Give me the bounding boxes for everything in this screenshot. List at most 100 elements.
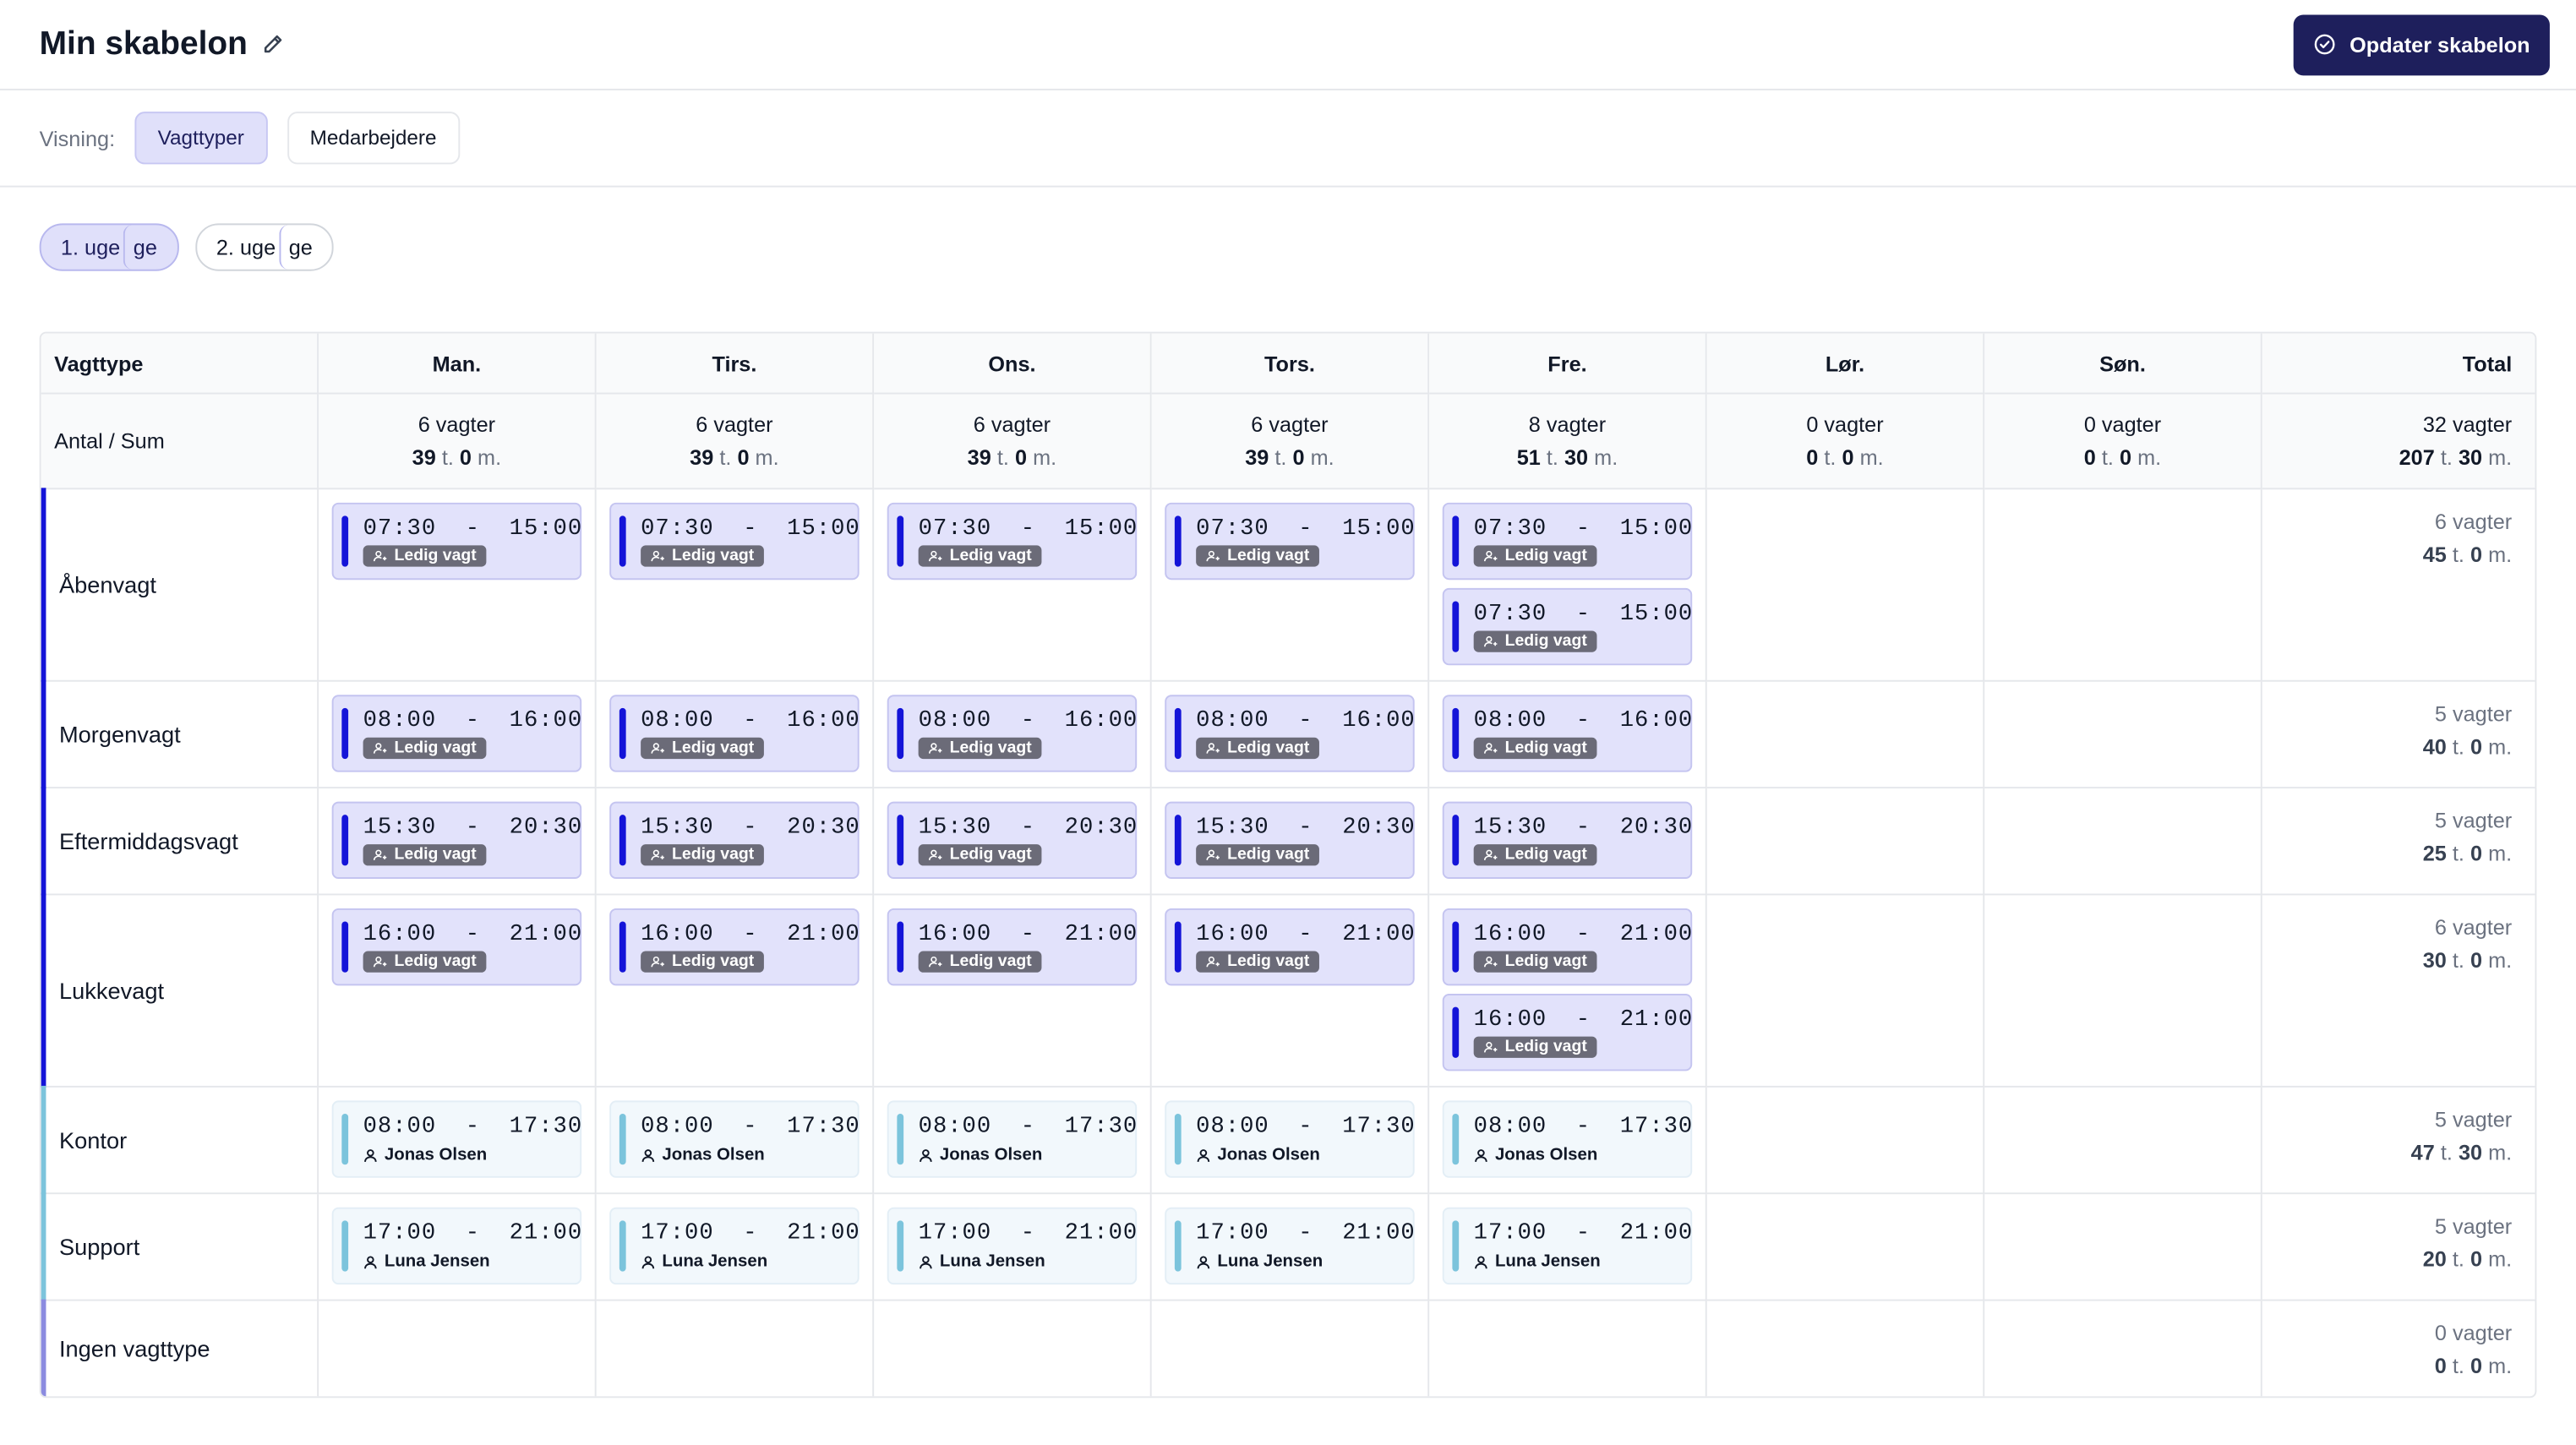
shift-card[interactable]: 17:00 - 21:00 Luna Jensen: [1165, 1207, 1415, 1285]
day-cell[interactable]: [1429, 1300, 1707, 1397]
day-cell[interactable]: 07:30 - 15:00 Ledig vagt 07:30 - 15:00 Ledi…: [1429, 489, 1707, 682]
sum-cell: 6 vagter 39 t. 0 m.: [319, 394, 597, 490]
shift-card[interactable]: 08:00 - 16:00 Ledig vagt: [1442, 695, 1692, 772]
shift-card[interactable]: 15:30 - 20:30 Ledig vagt: [609, 801, 860, 879]
day-cell[interactable]: 17:00 - 21:00 Luna Jensen: [1151, 1194, 1430, 1301]
shift-card[interactable]: 15:30 - 20:30 Ledig vagt: [331, 801, 581, 879]
day-cell[interactable]: [1706, 788, 1985, 896]
day-cell[interactable]: [1984, 1300, 2262, 1397]
day-cell[interactable]: 16:00 - 21:00 Ledig vagt: [596, 895, 875, 1088]
day-cell[interactable]: [1984, 788, 2262, 896]
open-shift-label: Ledig vagt: [1504, 952, 1587, 971]
day-cell[interactable]: 07:30 - 15:00 Ledig vagt: [874, 489, 1152, 682]
day-cell[interactable]: [597, 1300, 875, 1397]
day-cell[interactable]: 15:30 - 20:30 Ledig vagt: [319, 788, 597, 896]
day-cell[interactable]: 16:00 - 21:00 Ledig vagt 16:00 - 21:00 Ledi…: [1429, 895, 1707, 1088]
shift-card[interactable]: 16:00 - 21:00 Ledig vagt: [1442, 994, 1694, 1071]
shift-card[interactable]: 17:00 - 21:00 Luna Jensen: [887, 1207, 1137, 1285]
shift-card[interactable]: 08:00 - 17:30 Jonas Olsen: [1442, 1100, 1692, 1178]
week-2-tab[interactable]: 2. uge ge: [194, 223, 335, 271]
day-cell[interactable]: 08:00 - 17:30 Jonas Olsen: [874, 1087, 1152, 1195]
day-cell[interactable]: 08:00 - 16:00 Ledig vagt: [1429, 681, 1707, 789]
shift-card[interactable]: 08:00 - 17:30 Jonas Olsen: [331, 1100, 581, 1178]
shift-card-color-bar: [341, 1220, 349, 1272]
unit-hours: t.: [2452, 1353, 2464, 1378]
day-cell[interactable]: 07:30 - 15:00 Ledig vagt: [596, 489, 875, 682]
day-cell[interactable]: 08:00 - 17:30 Jonas Olsen: [319, 1087, 597, 1195]
day-cell[interactable]: 16:00 - 21:00 Ledig vagt: [319, 895, 597, 1088]
update-template-button[interactable]: Opdater skabelon: [2294, 14, 2550, 75]
shift-time: 16:00 - 21:00: [1473, 1006, 1694, 1033]
shift-card[interactable]: 15:30 - 20:30 Ledig vagt: [1442, 801, 1692, 879]
day-cell[interactable]: [1984, 895, 2262, 1088]
shift-card[interactable]: 07:30 - 15:00 Ledig vagt: [887, 502, 1137, 581]
day-cell[interactable]: 15:30 - 20:30 Ledig vagt: [1151, 788, 1430, 896]
week-1-tab[interactable]: 1. uge ge: [39, 223, 179, 271]
day-cell[interactable]: 15:30 - 20:30 Ledig vagt: [874, 788, 1152, 896]
day-cell[interactable]: 16:00 - 21:00 Ledig vagt: [1151, 895, 1430, 1088]
day-cell[interactable]: [319, 1300, 597, 1397]
shift-card[interactable]: 07:30 - 15:00 Ledig vagt: [609, 502, 860, 581]
day-cell[interactable]: 17:00 - 21:00 Luna Jensen: [596, 1194, 875, 1301]
shift-card[interactable]: 17:00 - 21:00 Luna Jensen: [331, 1207, 581, 1285]
day-cell[interactable]: [1984, 1194, 2262, 1301]
day-cell[interactable]: 07:30 - 15:00 Ledig vagt: [319, 489, 597, 682]
day-cell[interactable]: 07:30 - 15:00 Ledig vagt: [1151, 489, 1430, 682]
shift-card[interactable]: 17:00 - 21:00 Luna Jensen: [609, 1207, 860, 1285]
day-cell[interactable]: [874, 1300, 1152, 1397]
day-cell[interactable]: 08:00 - 16:00 Ledig vagt: [319, 681, 597, 789]
day-cell[interactable]: [1706, 489, 1985, 682]
shift-card[interactable]: 16:00 - 21:00 Ledig vagt: [331, 908, 581, 986]
day-cell[interactable]: [1707, 1300, 1985, 1397]
day-cell[interactable]: 08:00 - 17:30 Jonas Olsen: [596, 1087, 875, 1195]
shift-card[interactable]: 08:00 - 17:30 Jonas Olsen: [1165, 1100, 1415, 1178]
day-cell[interactable]: 15:30 - 20:30 Ledig vagt: [596, 788, 875, 896]
day-cell[interactable]: 16:00 - 21:00 Ledig vagt: [874, 895, 1152, 1088]
day-cell[interactable]: [1984, 1087, 2262, 1195]
shift-type-name: Ingen vagttype: [58, 1335, 210, 1362]
day-cell[interactable]: 17:00 - 21:00 Luna Jensen: [1429, 1194, 1707, 1301]
shift-card-color-bar: [341, 815, 349, 866]
shift-card[interactable]: 16:00 - 21:00 Ledig vagt: [1442, 908, 1692, 986]
shift-card[interactable]: 17:00 - 21:00 Luna Jensen: [1442, 1207, 1692, 1285]
shift-card[interactable]: 15:30 - 20:30 Ledig vagt: [887, 801, 1137, 879]
day-cell[interactable]: 17:00 - 21:00 Luna Jensen: [874, 1194, 1152, 1301]
day-cell[interactable]: 15:30 - 20:30 Ledig vagt: [1429, 788, 1707, 896]
day-cell[interactable]: 08:00 - 16:00 Ledig vagt: [1151, 681, 1430, 789]
shift-card[interactable]: 07:30 - 15:00 Ledig vagt: [331, 502, 581, 581]
shift-card[interactable]: 08:00 - 16:00 Ledig vagt: [331, 695, 581, 772]
day-cell[interactable]: [1152, 1300, 1430, 1397]
shift-card[interactable]: 07:30 - 15:00 Ledig vagt: [1165, 502, 1415, 581]
day-cell[interactable]: [1706, 1087, 1985, 1195]
sum-minutes-value: 0: [737, 444, 750, 469]
pencil-icon[interactable]: [261, 33, 284, 56]
shift-card[interactable]: 15:30 - 20:30 Ledig vagt: [1165, 801, 1415, 879]
view-vagttyper-button[interactable]: Vagttyper: [134, 112, 268, 165]
shift-card[interactable]: 08:00 - 17:30 Jonas Olsen: [887, 1100, 1137, 1178]
day-cell[interactable]: [1984, 681, 2262, 789]
day-cell[interactable]: [1706, 1194, 1985, 1301]
shift-card[interactable]: 08:00 - 16:00 Ledig vagt: [887, 695, 1137, 772]
day-cell[interactable]: 08:00 - 16:00 Ledig vagt: [874, 681, 1152, 789]
unit-hours: t.: [1274, 444, 1287, 469]
day-cell[interactable]: 08:00 - 17:30 Jonas Olsen: [1151, 1087, 1430, 1195]
unit-hours: t.: [2452, 947, 2464, 973]
shift-card[interactable]: 07:30 - 15:00 Ledig vagt: [1442, 502, 1692, 581]
shift-card[interactable]: 16:00 - 21:00 Ledig vagt: [887, 908, 1137, 986]
day-cell[interactable]: [1984, 489, 2262, 682]
shift-card[interactable]: 08:00 - 16:00 Ledig vagt: [1165, 695, 1415, 772]
day-cell[interactable]: [1706, 681, 1985, 789]
day-cell[interactable]: 08:00 - 16:00 Ledig vagt: [596, 681, 875, 789]
shift-card[interactable]: 16:00 - 21:00 Ledig vagt: [609, 908, 860, 986]
shift-card[interactable]: 16:00 - 21:00 Ledig vagt: [1165, 908, 1415, 986]
row-total-hours-value: 47: [2410, 1140, 2435, 1165]
day-cell[interactable]: 17:00 - 21:00 Luna Jensen: [319, 1194, 597, 1301]
day-cell[interactable]: 08:00 - 17:30 Jonas Olsen: [1429, 1087, 1707, 1195]
shift-card[interactable]: 07:30 - 15:00 Ledig vagt: [1442, 587, 1692, 666]
shift-card[interactable]: 08:00 - 17:30 Jonas Olsen: [609, 1100, 860, 1178]
shift-card[interactable]: 08:00 - 16:00 Ledig vagt: [609, 695, 860, 772]
user-plus-icon: [373, 548, 387, 563]
day-cell[interactable]: [1706, 895, 1985, 1088]
view-medarbejdere-button[interactable]: Medarbejdere: [287, 112, 460, 165]
unit-minutes: m.: [2137, 444, 2162, 469]
